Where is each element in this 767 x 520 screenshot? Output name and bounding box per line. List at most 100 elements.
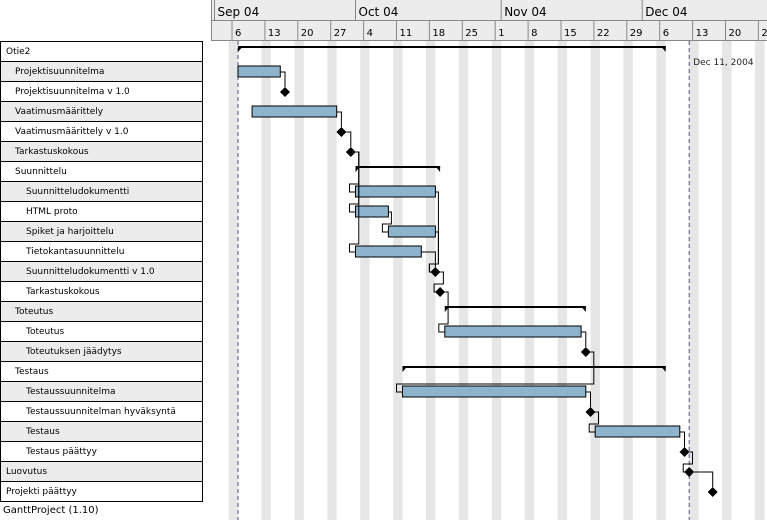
task-row[interactable]: Toteutus bbox=[1, 322, 202, 342]
task-row[interactable]: Otie2 bbox=[1, 42, 202, 62]
task-bar bbox=[444, 325, 582, 338]
task-name: Luovutus bbox=[6, 466, 48, 477]
milestone-diamond bbox=[585, 407, 596, 417]
summary-bar-end-cap bbox=[660, 46, 666, 52]
week-label: 25 bbox=[465, 28, 478, 39]
week-label: 6 bbox=[235, 28, 241, 39]
task-row[interactable]: Toteutuksen jäädytys bbox=[1, 342, 202, 362]
summary-bar bbox=[355, 166, 441, 168]
task-bar bbox=[355, 205, 389, 218]
dependency-line bbox=[381, 211, 392, 233]
task-row[interactable]: Projektisuunnitelma v 1.0 bbox=[1, 82, 202, 102]
weekend-band bbox=[458, 41, 469, 520]
task-row[interactable]: Tietokantasuunnittelu bbox=[1, 242, 202, 262]
week-label: 4 bbox=[367, 28, 373, 39]
task-name: Suunnittelu bbox=[15, 166, 67, 177]
milestone-diamond bbox=[280, 87, 290, 97]
task-row[interactable]: Suunnitteludokumentti bbox=[1, 182, 202, 202]
week-label: 27 bbox=[334, 28, 347, 39]
task-row[interactable]: Tarkastuskokous bbox=[1, 282, 202, 302]
task-row[interactable]: Suunnittelu bbox=[1, 162, 202, 182]
weekend-band bbox=[623, 41, 633, 520]
task-name: Projektisuunnitelma bbox=[15, 66, 105, 77]
task-name: HTML proto bbox=[26, 206, 78, 217]
task-name: Testaus bbox=[15, 366, 49, 377]
week-label: 8 bbox=[531, 28, 537, 39]
task-row[interactable]: Projekti päättyy bbox=[1, 482, 202, 502]
weekend-band bbox=[327, 41, 337, 520]
weekend-band bbox=[557, 41, 567, 520]
weekend-band bbox=[590, 41, 600, 520]
task-bar bbox=[402, 385, 587, 398]
task-row[interactable]: Luovutus bbox=[1, 462, 202, 482]
task-row[interactable]: Testaus päättyy bbox=[1, 442, 202, 462]
week-label: 27 bbox=[761, 28, 767, 39]
summary-bar-start-cap bbox=[444, 306, 450, 312]
week-label: 29 bbox=[630, 28, 643, 39]
gantt-canvas[interactable]: Sep 04 Oct 04 Nov 04 Dec 046 13 20 27 4 11 18 25 1 8… bbox=[211, 0, 767, 520]
summary-bar bbox=[402, 366, 666, 368]
gantt-chart[interactable]: Sep 04 Oct 04 Nov 04 Dec 04 6 13 20 27 4 11 18 25 1 8… bbox=[211, 0, 767, 520]
task-bar bbox=[355, 245, 422, 258]
task-row[interactable]: Toteutus bbox=[1, 302, 202, 322]
task-row[interactable]: Vaatimusmäärittely v 1.0 bbox=[1, 122, 202, 142]
dependency-line bbox=[396, 351, 595, 393]
task-bar bbox=[387, 225, 436, 238]
task-name: Testaus päättyy bbox=[26, 446, 97, 457]
week-label: 20 bbox=[729, 28, 742, 39]
dependency-line bbox=[280, 71, 286, 87]
task-bar bbox=[594, 425, 681, 438]
task-row[interactable]: Testaus bbox=[1, 362, 202, 382]
dependency-line bbox=[346, 131, 352, 147]
week-label: 18 bbox=[432, 28, 445, 39]
task-name: Toteutus bbox=[15, 306, 54, 317]
milestone-diamond bbox=[580, 347, 591, 357]
summary-bar-end-cap bbox=[435, 166, 441, 172]
task-row[interactable]: Spiket ja harjoittelu bbox=[1, 222, 202, 242]
dependency-line bbox=[581, 331, 587, 347]
task-name: Otie2 bbox=[6, 46, 31, 57]
week-label: 22 bbox=[597, 28, 610, 39]
month-label: Sep 04 bbox=[218, 5, 260, 19]
dependency-line bbox=[679, 431, 685, 447]
task-bar bbox=[355, 185, 436, 198]
weekend-band bbox=[393, 41, 403, 520]
week-label: 1 bbox=[498, 28, 504, 39]
week-label: 15 bbox=[564, 28, 577, 39]
weekend-band bbox=[722, 41, 732, 520]
dependency-line bbox=[682, 451, 693, 473]
dependency-line bbox=[349, 151, 360, 213]
task-row[interactable]: Vaatimusmäärittely bbox=[1, 102, 202, 122]
dependency-line bbox=[336, 111, 342, 127]
weekend-band bbox=[689, 41, 699, 520]
task-name: Toteutus bbox=[26, 326, 65, 337]
milestone-diamond bbox=[679, 447, 690, 457]
week-label: 20 bbox=[301, 28, 314, 39]
month-label: Oct 04 bbox=[359, 5, 399, 19]
summary-bar bbox=[444, 306, 586, 308]
summary-bar bbox=[238, 46, 666, 48]
task-row[interactable]: Testaus bbox=[1, 422, 202, 442]
dependency-line bbox=[585, 391, 591, 407]
weekend-band bbox=[294, 41, 304, 520]
task-name: Tarkastuskokous bbox=[26, 286, 100, 297]
summary-bar-start-cap bbox=[402, 366, 408, 372]
task-name: Suunnitteludokumentti bbox=[26, 186, 130, 197]
task-row[interactable]: Projektisuunnitelma bbox=[1, 62, 202, 82]
task-row[interactable]: Suunnitteludokumentti v 1.0 bbox=[1, 262, 202, 282]
week-label: 6 bbox=[663, 28, 669, 39]
dependency-line bbox=[438, 291, 449, 333]
task-bar bbox=[251, 105, 338, 118]
dependency-line bbox=[694, 471, 714, 487]
task-row[interactable]: HTML proto bbox=[1, 202, 202, 222]
dependency-line bbox=[433, 271, 444, 293]
task-row[interactable]: Testaussuunnitelman hyväksyntä bbox=[1, 402, 202, 422]
task-table: Otie2 Projektisuunnitelma Projektisuunnite… bbox=[0, 41, 203, 502]
weekend-band bbox=[491, 41, 502, 520]
task-name: Projekti päättyy bbox=[6, 486, 77, 497]
milestone-diamond bbox=[336, 127, 347, 137]
weekend-band bbox=[261, 41, 271, 520]
task-row[interactable]: Tarkastuskokous bbox=[1, 142, 202, 162]
task-row[interactable]: Testaussuunnitelma bbox=[1, 382, 202, 402]
weekend-band bbox=[656, 41, 666, 520]
